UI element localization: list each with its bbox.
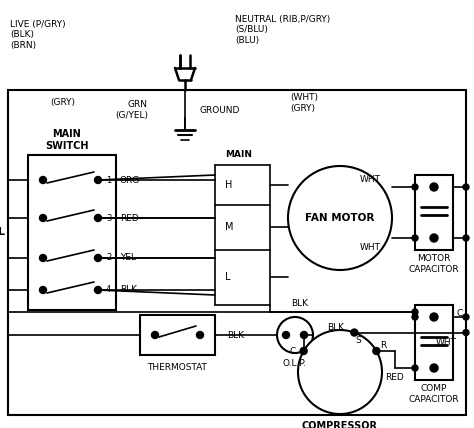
Circle shape: [301, 332, 308, 339]
Text: S: S: [356, 336, 361, 345]
Text: GRN
(G/YEL): GRN (G/YEL): [115, 100, 148, 120]
Circle shape: [412, 314, 418, 320]
Text: RED: RED: [386, 374, 404, 383]
Circle shape: [463, 184, 469, 190]
Bar: [8, 90, 466, 415]
Circle shape: [277, 317, 313, 353]
Text: M: M: [225, 222, 234, 232]
Circle shape: [94, 176, 101, 184]
Circle shape: [94, 214, 101, 222]
Bar: [140, 315, 215, 355]
Text: THERMOSTAT: THERMOSTAT: [147, 363, 207, 372]
Circle shape: [197, 332, 203, 339]
Circle shape: [288, 166, 392, 270]
Text: C: C: [457, 309, 463, 318]
Circle shape: [412, 309, 418, 315]
Text: YEL: YEL: [120, 253, 136, 262]
Text: RED: RED: [120, 214, 139, 223]
Text: WHT: WHT: [359, 243, 381, 252]
Circle shape: [463, 330, 469, 336]
Text: BLK: BLK: [292, 300, 309, 309]
Text: (GRY): (GRY): [50, 98, 75, 107]
Text: NEUTRAL (RIB,P/GRY)
(S/BLU)
(BLU): NEUTRAL (RIB,P/GRY) (S/BLU) (BLU): [235, 15, 330, 45]
Text: MAIN: MAIN: [225, 149, 252, 158]
Text: FAN MOTOR: FAN MOTOR: [305, 213, 374, 223]
Circle shape: [430, 313, 438, 321]
Circle shape: [351, 329, 358, 336]
Text: COMP
CAPACITOR: COMP CAPACITOR: [409, 384, 459, 404]
Text: ORG: ORG: [120, 175, 140, 184]
Text: R: R: [380, 342, 387, 351]
Text: WHT: WHT: [436, 338, 457, 347]
Text: L: L: [0, 227, 6, 237]
Circle shape: [300, 348, 307, 354]
Bar: [415, 305, 453, 380]
Circle shape: [94, 286, 101, 294]
Text: WHT: WHT: [359, 175, 381, 184]
Text: 4: 4: [106, 285, 111, 294]
Circle shape: [463, 314, 469, 320]
Circle shape: [94, 255, 101, 262]
Circle shape: [283, 332, 290, 339]
Text: O.L.P.: O.L.P.: [283, 359, 307, 368]
Text: (WHT)
(GRY): (WHT) (GRY): [290, 93, 318, 113]
Text: BLK: BLK: [327, 323, 344, 332]
Text: BLK: BLK: [227, 330, 244, 339]
Text: MOTOR
CAPACITOR: MOTOR CAPACITOR: [409, 254, 459, 273]
Circle shape: [463, 235, 469, 241]
Bar: [28, 155, 116, 310]
Circle shape: [39, 214, 46, 222]
Text: MAIN
SWITCH: MAIN SWITCH: [45, 129, 89, 151]
Circle shape: [373, 348, 380, 354]
Text: 1: 1: [106, 175, 111, 184]
Bar: [415, 175, 453, 250]
Circle shape: [412, 235, 418, 241]
Text: C: C: [289, 347, 296, 356]
Circle shape: [430, 234, 438, 242]
Text: 2: 2: [106, 253, 111, 262]
Text: 3: 3: [106, 214, 111, 223]
Circle shape: [39, 176, 46, 184]
Circle shape: [298, 330, 382, 414]
Text: BLK: BLK: [120, 285, 137, 294]
Circle shape: [430, 183, 438, 191]
Text: GROUND: GROUND: [200, 105, 240, 115]
Circle shape: [39, 255, 46, 262]
Text: LIVE (P/GRY)
(BLK)
(BRN): LIVE (P/GRY) (BLK) (BRN): [10, 20, 65, 50]
Circle shape: [430, 364, 438, 372]
Text: H: H: [225, 180, 232, 190]
Circle shape: [152, 332, 158, 339]
Circle shape: [412, 365, 418, 371]
Circle shape: [412, 184, 418, 190]
Text: L: L: [225, 272, 230, 282]
Text: COMPRESSOR: COMPRESSOR: [302, 421, 378, 428]
Circle shape: [39, 286, 46, 294]
